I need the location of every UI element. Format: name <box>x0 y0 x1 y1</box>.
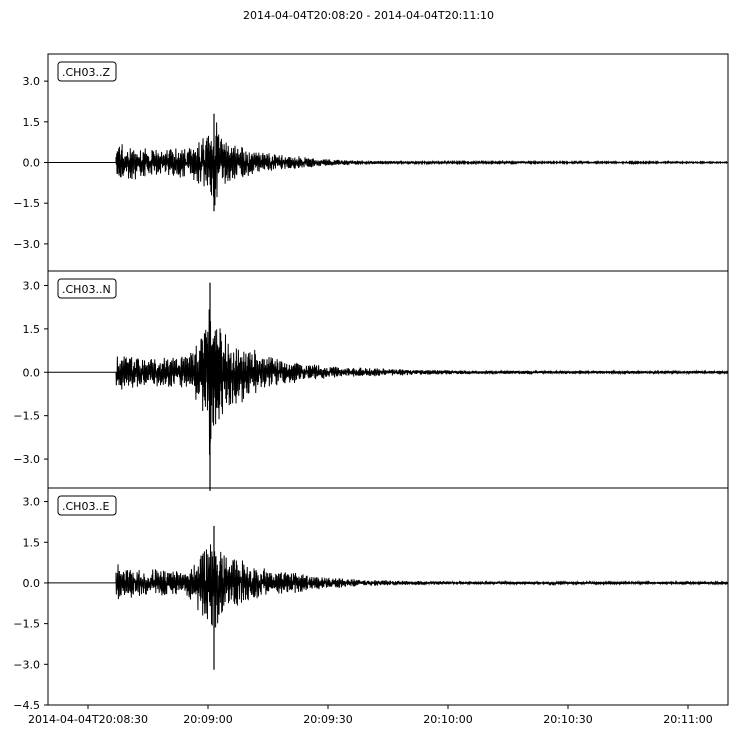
x-tick-label: 20:10:00 <box>423 713 472 726</box>
y-tick-label: 1.5 <box>23 323 41 336</box>
y-tick-label: −1.5 <box>13 197 40 210</box>
waveform-trace <box>48 309 729 455</box>
x-tick-label: 20:10:30 <box>543 713 592 726</box>
x-tick-label: 20:09:00 <box>183 713 232 726</box>
channel-label: .CH03..E <box>62 500 109 513</box>
x-tick-label: 20:11:00 <box>663 713 712 726</box>
y-tick-label: −4.5 <box>13 699 40 712</box>
channel-label: .CH03..N <box>62 283 111 296</box>
y-tick-label: −1.5 <box>13 410 40 423</box>
y-tick-label: 3.0 <box>23 496 41 509</box>
channel-label-box <box>57 278 117 299</box>
y-tick-label: −1.5 <box>13 618 40 631</box>
waveform-trace <box>48 122 729 206</box>
y-tick-label: 3.0 <box>23 75 41 88</box>
panel-frame <box>47 487 729 706</box>
x-tick-label: 20:09:30 <box>303 713 352 726</box>
y-tick-label: 1.5 <box>23 536 41 549</box>
x-tick-label: 2014-04-04T20:08:30 <box>28 713 148 726</box>
channel-label: .CH03..Z <box>62 66 110 79</box>
y-tick-label: 1.5 <box>23 116 41 129</box>
y-tick-label: 0.0 <box>23 577 41 590</box>
y-tick-label: 0.0 <box>23 157 41 170</box>
y-tick-label: −3.0 <box>13 238 40 251</box>
y-tick-label: −3.0 <box>13 453 40 466</box>
waveform-trace <box>48 544 729 628</box>
channel-label-box <box>57 495 117 516</box>
y-tick-label: −3.0 <box>13 658 40 671</box>
y-tick-label: 0.0 <box>23 366 41 379</box>
y-tick-label: 3.0 <box>23 279 41 292</box>
channel-label-box <box>57 61 117 82</box>
figure-title: 2014-04-04T20:08:20 - 2014-04-04T20:11:1… <box>242 9 495 22</box>
